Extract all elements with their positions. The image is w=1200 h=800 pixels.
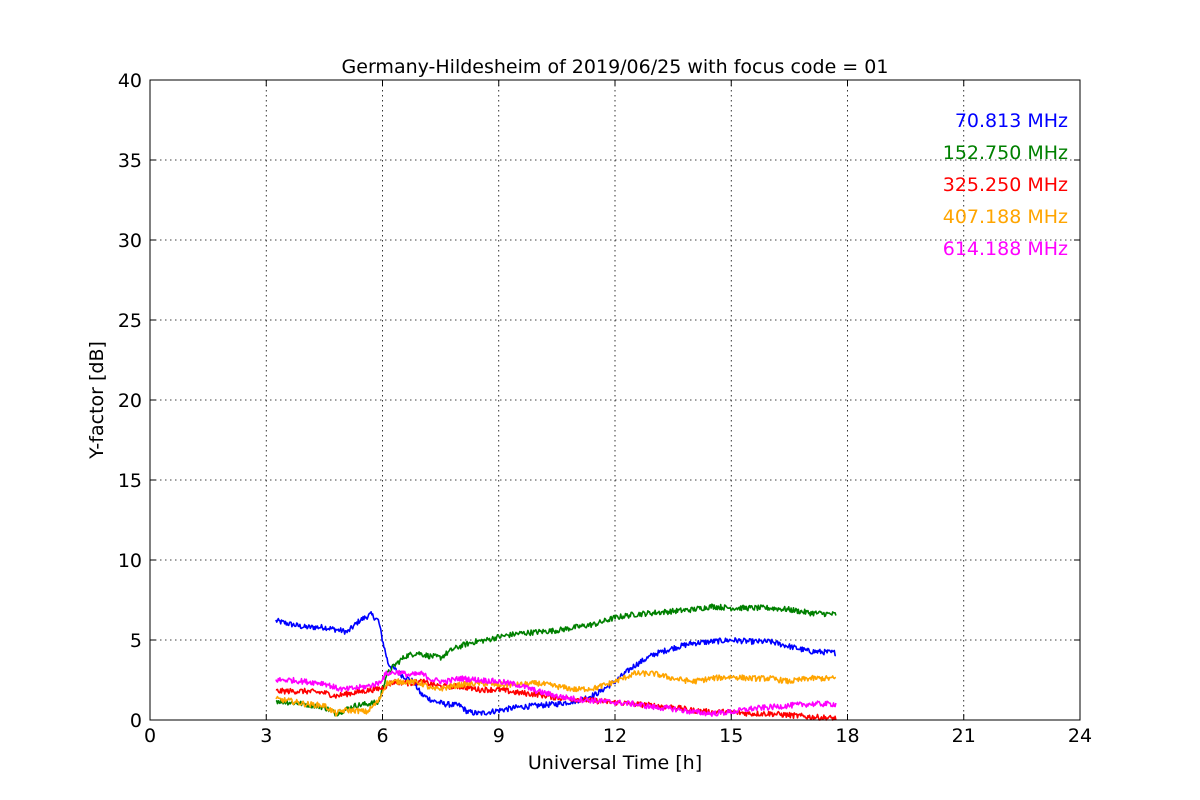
- y-tick-label: 35: [118, 150, 142, 172]
- chart-title: Germany-Hildesheim of 2019/06/25 with fo…: [342, 56, 889, 78]
- y-axis-label: Y-factor [dB]: [86, 341, 108, 460]
- y-tick-label: 5: [130, 630, 142, 652]
- tick-labels: 0 3 6 9 12 15 18 21 24 0 5 10 15 20 25 30 35 40: [118, 70, 1092, 747]
- x-axis-label: Universal Time [h]: [528, 752, 702, 774]
- x-tick-label: 3: [260, 725, 272, 747]
- y-tick-label: 25: [118, 310, 142, 332]
- series-layer: [275, 603, 837, 721]
- legend-entry: 614.188 MHz: [943, 238, 1068, 260]
- series-line-3: [275, 670, 837, 717]
- y-tick-label: 15: [118, 470, 142, 492]
- y-tick-label: 40: [118, 70, 142, 92]
- x-tick-label: 24: [1068, 725, 1092, 747]
- x-tick-label: 0: [144, 725, 156, 747]
- y-tick-label: 10: [118, 550, 142, 572]
- x-tick-label: 9: [493, 725, 505, 747]
- series-line-1: [275, 603, 837, 717]
- y-tick-label: 20: [118, 390, 142, 412]
- legend-entry: 325.250 MHz: [943, 174, 1068, 196]
- x-tick-label: 15: [719, 725, 743, 747]
- x-tick-label: 21: [952, 725, 976, 747]
- y-tick-label: 0: [130, 710, 142, 732]
- series-line-0: [275, 611, 836, 716]
- legend: 70.813 MHz 152.750 MHz 325.250 MHz 407.188 …: [943, 110, 1068, 260]
- series-line-4: [275, 669, 837, 717]
- series-line-2: [275, 678, 837, 721]
- grid: [150, 80, 1080, 720]
- legend-entry: 152.750 MHz: [943, 142, 1068, 164]
- axis-ticks: [149, 79, 1081, 721]
- x-tick-label: 12: [603, 725, 627, 747]
- x-tick-label: 18: [835, 725, 859, 747]
- legend-entry: 70.813 MHz: [955, 110, 1068, 132]
- x-tick-label: 6: [376, 725, 388, 747]
- legend-entry: 407.188 MHz: [943, 206, 1068, 228]
- y-tick-label: 30: [118, 230, 142, 252]
